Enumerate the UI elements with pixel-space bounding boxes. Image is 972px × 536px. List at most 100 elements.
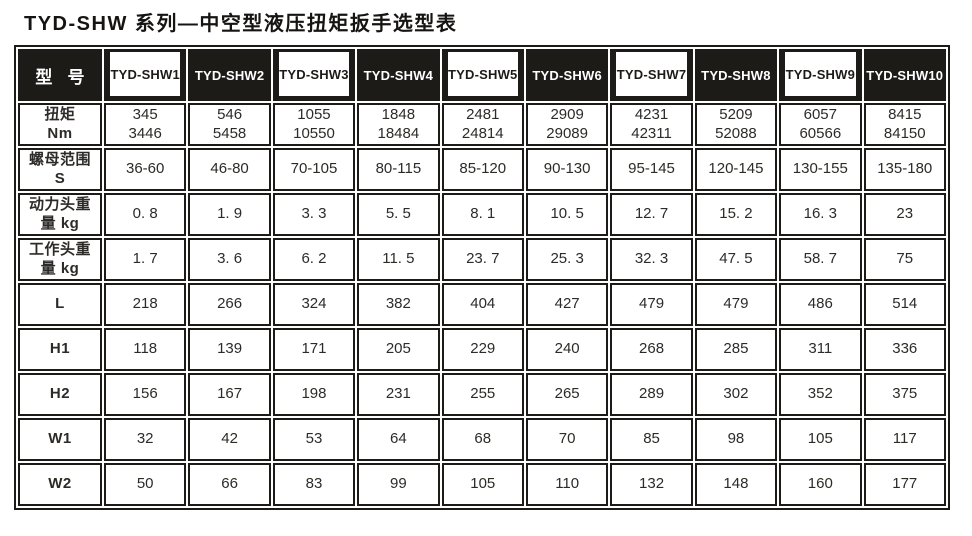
table-cell: 90-130 <box>525 148 609 191</box>
table-cell: 15. 2 <box>694 193 778 236</box>
row-header-label: 工作头重 量 kg <box>18 238 102 281</box>
table-row: 扭矩 Nm 345 3446 546 5458 1055 10550 1848 1848… <box>18 103 946 146</box>
table-cell: 255 <box>441 373 524 416</box>
table-cell: 83 <box>272 463 356 506</box>
table-cell: 486 <box>779 283 862 326</box>
table-cell: 311 <box>779 328 862 371</box>
table-cell: 117 <box>863 418 946 461</box>
header-row: 型 号 TYD-SHW1 TYD-SHW2 TYD-SHW3 TYD-SHW4 TYD-… <box>18 49 946 101</box>
table-cell: 132 <box>610 463 693 506</box>
column-header-cell: TYD-SHW10 <box>863 49 946 101</box>
table-cell: 229 <box>441 328 524 371</box>
table-cell: 16. 3 <box>779 193 862 236</box>
table-cell: 289 <box>610 373 693 416</box>
table-cell: 32. 3 <box>610 238 693 281</box>
table-cell: 25. 3 <box>525 238 609 281</box>
column-header-cell: TYD-SHW2 <box>188 49 271 101</box>
table-cell: 171 <box>272 328 356 371</box>
column-header-cell: TYD-SHW3 <box>272 49 356 101</box>
table-cell: 110 <box>525 463 609 506</box>
table-cell: 336 <box>863 328 946 371</box>
table-cell: 1. 9 <box>188 193 271 236</box>
table-cell: 177 <box>863 463 946 506</box>
column-header-label: TYD-SHW10 <box>866 67 944 83</box>
table-cell: 5209 52088 <box>694 103 778 146</box>
table-cell: 265 <box>525 373 609 416</box>
table-cell: 23 <box>863 193 946 236</box>
table-cell: 167 <box>188 373 271 416</box>
table-cell: 268 <box>610 328 693 371</box>
table-cell: 1055 10550 <box>272 103 356 146</box>
table-cell: 198 <box>272 373 356 416</box>
table-cell: 8415 84150 <box>863 103 946 146</box>
table-cell: 50 <box>104 463 187 506</box>
row-header-label: W1 <box>18 418 102 461</box>
table-cell: 382 <box>357 283 440 326</box>
column-header-cell: TYD-SHW9 <box>779 49 862 101</box>
table-cell: 135-180 <box>863 148 946 191</box>
table-cell: 105 <box>441 463 524 506</box>
table-cell: 240 <box>525 328 609 371</box>
column-header-label: TYD-SHW8 <box>701 67 771 83</box>
table-row: H2 156 167 198 231 255 265 289 302 352 375 <box>18 373 946 416</box>
table-cell: 231 <box>357 373 440 416</box>
table-cell: 6. 2 <box>272 238 356 281</box>
table-cell: 4231 42311 <box>610 103 693 146</box>
table-cell: 266 <box>188 283 271 326</box>
row-header-label: H1 <box>18 328 102 371</box>
table-cell: 205 <box>357 328 440 371</box>
table-cell: 1. 7 <box>104 238 187 281</box>
column-header-label: TYD-SHW2 <box>194 67 265 83</box>
page-title: TYD-SHW 系列—中空型液压扭矩扳手选型表 <box>24 13 458 35</box>
column-header-cell: TYD-SHW5 <box>441 49 524 101</box>
table-cell: 345 3446 <box>104 103 187 146</box>
table-row: W1 32 42 53 64 68 70 85 98 105 117 <box>18 418 946 461</box>
table-cell: 32 <box>104 418 187 461</box>
table-cell: 148 <box>694 463 778 506</box>
table-cell: 85 <box>610 418 693 461</box>
table-cell: 324 <box>272 283 356 326</box>
table-row: W2 50 66 83 99 105 110 132 148 160 177 <box>18 463 946 506</box>
column-header-label: TYD-SHW1 <box>110 52 181 96</box>
table-cell: 98 <box>694 418 778 461</box>
column-header-label: TYD-SHW4 <box>363 67 434 83</box>
column-header-cell: TYD-SHW8 <box>694 49 778 101</box>
table-cell: 12. 7 <box>610 193 693 236</box>
table-cell: 0. 8 <box>104 193 187 236</box>
table-cell: 66 <box>188 463 271 506</box>
table-cell: 95-145 <box>610 148 693 191</box>
table-cell: 404 <box>441 283 524 326</box>
row-header-label: 动力头重 量 kg <box>18 193 102 236</box>
table-cell: 118 <box>104 328 187 371</box>
table-cell: 10. 5 <box>525 193 609 236</box>
column-header-label: TYD-SHW3 <box>278 52 350 96</box>
table-row: 螺母范围 S 36-60 46-80 70-105 80-115 85-120 90-130… <box>18 148 946 191</box>
corner-header-label: 型 号 <box>35 67 85 87</box>
table-cell: 6057 60566 <box>779 103 862 146</box>
column-header-cell: TYD-SHW6 <box>525 49 609 101</box>
table-cell: 105 <box>779 418 862 461</box>
column-header-cell: TYD-SHW4 <box>357 49 440 101</box>
table-cell: 46-80 <box>188 148 271 191</box>
table-cell: 68 <box>441 418 524 461</box>
column-header-label: TYD-SHW9 <box>785 52 856 96</box>
table-cell: 23. 7 <box>441 238 524 281</box>
table-row: 工作头重 量 kg 1. 7 3. 6 6. 2 11. 5 23. 7 25. 3 32. … <box>18 238 946 281</box>
row-header-label: H2 <box>18 373 102 416</box>
table-cell: 285 <box>694 328 778 371</box>
table-cell: 80-115 <box>357 148 440 191</box>
row-header-label: L <box>18 283 102 326</box>
table-cell: 2481 24814 <box>441 103 524 146</box>
selection-table: 型 号 TYD-SHW1 TYD-SHW2 TYD-SHW3 TYD-SHW4 TYD-… <box>14 45 950 510</box>
table-cell: 53 <box>272 418 356 461</box>
table-row: H1 118 139 171 205 229 240 268 285 311 336 <box>18 328 946 371</box>
table-cell: 36-60 <box>104 148 187 191</box>
table-cell: 64 <box>357 418 440 461</box>
table-cell: 302 <box>694 373 778 416</box>
table-cell: 375 <box>863 373 946 416</box>
row-header-label: 扭矩 Nm <box>18 103 102 146</box>
table-cell: 58. 7 <box>779 238 862 281</box>
row-header-label: 螺母范围 S <box>18 148 102 191</box>
table-cell: 42 <box>188 418 271 461</box>
